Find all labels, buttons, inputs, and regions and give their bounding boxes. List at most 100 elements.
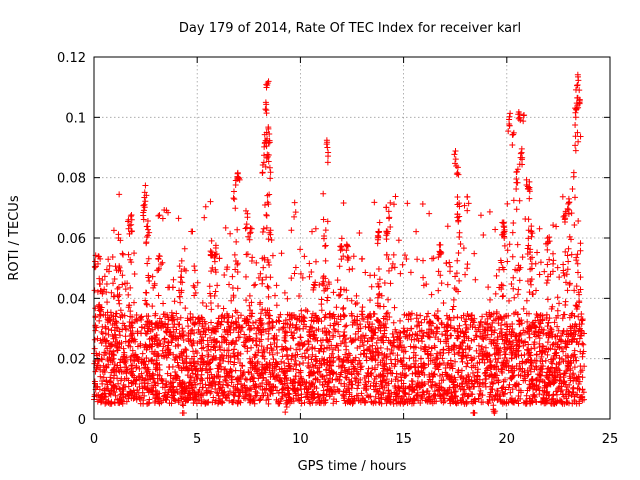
data-point — [504, 258, 511, 265]
data-point — [446, 384, 453, 391]
data-point — [354, 344, 361, 351]
data-point — [511, 365, 518, 372]
data-point — [315, 318, 322, 325]
data-point — [205, 382, 212, 389]
data-point — [435, 366, 442, 373]
data-point — [426, 373, 433, 380]
data-point — [110, 335, 117, 342]
data-point — [342, 351, 349, 358]
data-point — [393, 396, 400, 403]
data-point — [145, 400, 152, 407]
data-point — [334, 277, 341, 284]
data-point — [564, 287, 571, 294]
y-tick-label: 0.04 — [57, 292, 86, 307]
data-point — [417, 384, 424, 391]
data-point — [356, 229, 363, 236]
data-point — [388, 378, 395, 385]
data-point — [492, 290, 499, 297]
data-point — [218, 333, 225, 340]
data-point — [331, 315, 338, 322]
data-point — [209, 380, 216, 387]
data-point — [580, 341, 587, 348]
data-point — [455, 288, 462, 295]
data-point — [267, 387, 274, 394]
data-point — [516, 277, 523, 284]
data-point — [291, 213, 298, 220]
data-point — [277, 311, 284, 318]
data-point — [241, 318, 248, 325]
data-point — [156, 337, 163, 344]
data-point — [119, 250, 126, 257]
data-point — [410, 360, 417, 367]
data-point — [131, 250, 138, 257]
data-point — [446, 373, 453, 380]
data-point — [282, 345, 289, 352]
data-point — [242, 395, 249, 402]
data-point — [486, 208, 493, 215]
data-point — [349, 265, 356, 272]
data-point — [144, 260, 151, 267]
data-point — [198, 334, 205, 341]
data-point — [96, 317, 103, 324]
data-point — [403, 331, 410, 338]
data-point — [183, 385, 190, 392]
data-point — [95, 253, 102, 260]
data-point — [425, 378, 432, 385]
data-point — [524, 346, 531, 353]
data-point — [505, 362, 512, 369]
data-point — [256, 397, 263, 404]
data-point — [185, 338, 192, 345]
data-point — [160, 397, 167, 404]
data-point — [322, 243, 329, 250]
data-point — [468, 391, 475, 398]
data-point — [245, 322, 252, 329]
data-point — [154, 394, 161, 401]
data-point — [330, 289, 337, 296]
data-point — [326, 391, 333, 398]
data-point — [199, 323, 206, 330]
data-point — [292, 373, 299, 380]
data-point — [226, 281, 233, 288]
data-point — [94, 288, 101, 295]
data-point — [533, 376, 540, 383]
data-point — [172, 335, 179, 342]
data-point — [546, 380, 553, 387]
data-point — [317, 400, 324, 407]
data-point — [451, 351, 458, 358]
data-point — [102, 393, 109, 400]
data-point — [575, 289, 582, 296]
data-point — [275, 314, 282, 321]
data-point — [543, 280, 550, 287]
data-point — [499, 384, 506, 391]
data-point — [513, 168, 520, 175]
data-point — [350, 337, 357, 344]
data-point — [409, 370, 416, 377]
data-point — [436, 384, 443, 391]
data-point — [447, 263, 454, 270]
data-point — [486, 352, 493, 359]
data-point — [397, 329, 404, 336]
data-point — [100, 311, 107, 318]
data-point — [102, 323, 109, 330]
data-point — [155, 256, 162, 263]
data-point — [352, 378, 359, 385]
data-point — [314, 365, 321, 372]
data-point — [453, 270, 460, 277]
data-point — [264, 199, 271, 206]
data-point — [573, 105, 580, 112]
data-point — [167, 383, 174, 390]
data-point — [144, 322, 151, 329]
data-point — [100, 374, 107, 381]
data-point — [544, 296, 551, 303]
data-point — [351, 317, 358, 324]
data-point — [137, 314, 144, 321]
data-point — [189, 342, 196, 349]
data-point — [230, 195, 237, 202]
data-point — [341, 313, 348, 320]
data-point — [369, 365, 376, 372]
data-point — [457, 240, 464, 247]
data-point — [548, 358, 555, 365]
data-point — [407, 269, 414, 276]
data-point — [576, 298, 583, 305]
data-point — [527, 352, 534, 359]
